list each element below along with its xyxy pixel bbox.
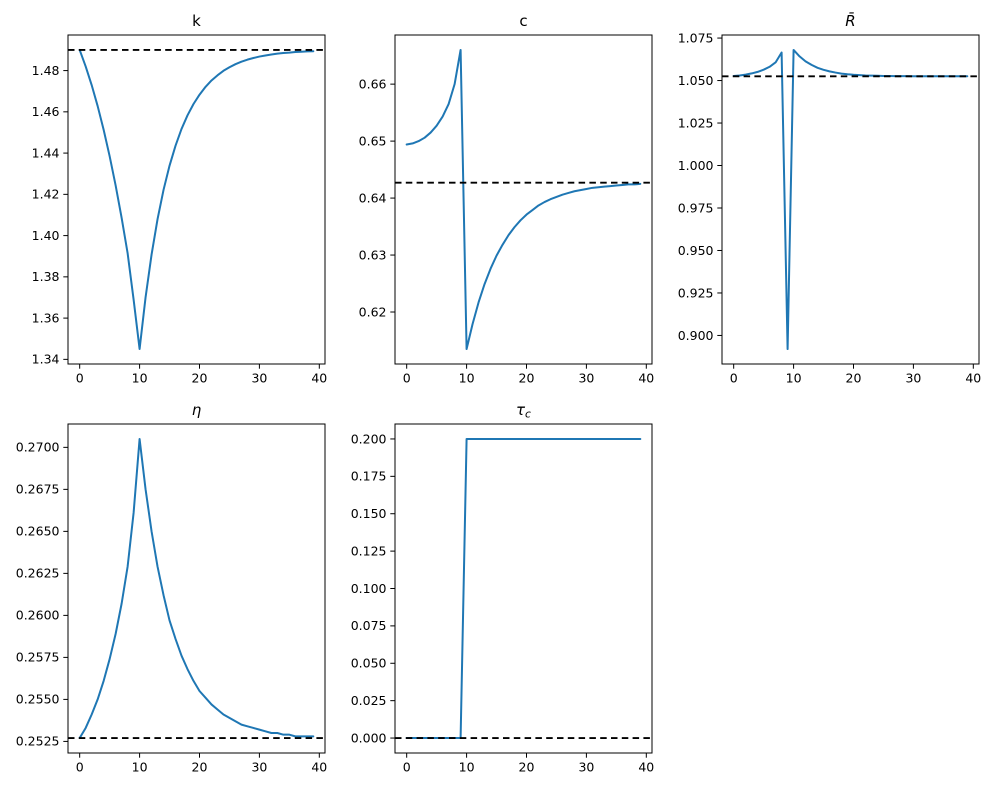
x-tick-label-k: 20: [192, 371, 208, 386]
y-tick-label-eta: 0.2675: [16, 482, 60, 497]
subplot-tau-c: 0 10 20 30 40 0.000 0.025 0.050 0.075 0.100 0.125 0…: [351, 401, 655, 775]
y-tick-label-k: 1.34: [32, 352, 60, 367]
y-tick-label-k: 1.40: [32, 228, 60, 243]
series-line-eta: [78, 437, 315, 740]
y-tick-label-c: 0.66: [359, 76, 387, 91]
y-tick-label-R-bar: 0.925: [678, 285, 714, 300]
subplot-title-k: k: [192, 12, 201, 30]
x-tick-label-eta: 40: [311, 760, 327, 775]
subplot-c: 0 10 20 30 40 0.62 0.63 0.64 0.65 0.66 c: [359, 12, 655, 386]
y-tick-label-k: 1.44: [32, 145, 60, 160]
x-tick-label-R-bar: 40: [965, 371, 981, 386]
y-tick-label-R-bar: 1.000: [678, 158, 714, 173]
x-tick-label-c: 10: [459, 371, 475, 386]
axes-border-tau-c: [394, 423, 653, 754]
y-tick-label-eta: 0.2650: [16, 524, 60, 539]
x-tick-label-c: 0: [403, 371, 411, 386]
x-tick-label-tau-c: 40: [638, 760, 654, 775]
y-tick-label-k: 1.42: [32, 187, 60, 202]
y-tick-label-eta: 0.2550: [16, 692, 60, 707]
x-tick-label-R-bar: 0: [730, 371, 738, 386]
y-tick-label-tau-c: 0.125: [351, 543, 387, 558]
y-tick-label-R-bar: 0.950: [678, 243, 714, 258]
y-tick-label-R-bar: 1.050: [678, 73, 714, 88]
y-tick-label-eta: 0.2575: [16, 650, 60, 665]
x-tick-label-c: 30: [578, 371, 594, 386]
x-tick-label-R-bar: 10: [786, 371, 802, 386]
y-tick-label-tau-c: 0.200: [351, 431, 387, 446]
x-tick-label-c: 40: [638, 371, 654, 386]
y-tick-label-c: 0.62: [359, 304, 387, 319]
y-tick-label-eta: 0.2625: [16, 566, 60, 581]
y-tick-label-k: 1.36: [32, 310, 60, 325]
series-line-tau-c: [405, 437, 642, 740]
y-tick-label-eta: 0.2600: [16, 608, 60, 623]
x-tick-label-c: 20: [519, 371, 535, 386]
subplot-title-tau-c: τc: [516, 401, 531, 421]
y-tick-label-c: 0.65: [359, 133, 387, 148]
x-tick-label-tau-c: 10: [459, 760, 475, 775]
series-line-k: [78, 48, 315, 351]
series-line-R-bar: [732, 48, 969, 351]
y-tick-label-c: 0.63: [359, 247, 387, 262]
subplot-R-bar: 0 10 20 30 40 0.900 0.925 0.950 0.975 1.000 1.025 1…: [678, 11, 982, 385]
x-tick-label-k: 0: [76, 371, 84, 386]
y-tick-label-R-bar: 1.075: [678, 30, 714, 45]
y-tick-label-k: 1.46: [32, 104, 60, 119]
y-tick-label-eta: 0.2525: [16, 734, 60, 749]
y-tick-label-tau-c: 0.000: [351, 730, 387, 745]
x-tick-label-k: 30: [251, 371, 267, 386]
series-line-c: [405, 48, 642, 351]
y-tick-label-c: 0.64: [359, 190, 387, 205]
x-tick-label-tau-c: 0: [403, 760, 411, 775]
x-tick-label-eta: 10: [132, 760, 148, 775]
x-tick-label-eta: 30: [251, 760, 267, 775]
x-tick-label-k: 10: [132, 371, 148, 386]
y-tick-label-R-bar: 0.900: [678, 328, 714, 343]
subplot-k: 0 10 20 30 40 1.34 1.36 1.38 1.40 1.42 1.44 1.46 1.4…: [32, 12, 328, 386]
axes-border-k: [67, 34, 326, 365]
x-tick-label-eta: 0: [76, 760, 84, 775]
y-tick-label-tau-c: 0.100: [351, 581, 387, 596]
x-tick-label-eta: 20: [192, 760, 208, 775]
subplot-title-R-bar: R̄: [845, 11, 855, 30]
subplot-title-c: c: [519, 12, 527, 30]
y-tick-label-tau-c: 0.150: [351, 506, 387, 521]
y-tick-label-R-bar: 1.025: [678, 115, 714, 130]
y-tick-label-tau-c: 0.050: [351, 656, 387, 671]
x-tick-label-k: 40: [311, 371, 327, 386]
x-tick-label-tau-c: 20: [519, 760, 535, 775]
y-tick-label-R-bar: 0.975: [678, 200, 714, 215]
y-tick-label-tau-c: 0.025: [351, 693, 387, 708]
y-tick-label-tau-c: 0.075: [351, 618, 387, 633]
y-tick-label-k: 1.38: [32, 269, 60, 284]
y-tick-label-k: 1.48: [32, 63, 60, 78]
y-tick-label-tau-c: 0.175: [351, 469, 387, 484]
x-tick-label-R-bar: 30: [905, 371, 921, 386]
subplot-eta: 0 10 20 30 40 0.2525 0.2550 0.2575 0.2600 0.2625 0…: [16, 401, 328, 775]
y-tick-label-eta: 0.2700: [16, 440, 60, 455]
axes-border-R-bar: [721, 34, 980, 365]
x-tick-label-tau-c: 30: [578, 760, 594, 775]
subplot-title-eta: η: [192, 401, 202, 419]
axes-border-c: [394, 34, 653, 365]
x-tick-label-R-bar: 20: [846, 371, 862, 386]
axes-border-eta: [67, 423, 326, 754]
